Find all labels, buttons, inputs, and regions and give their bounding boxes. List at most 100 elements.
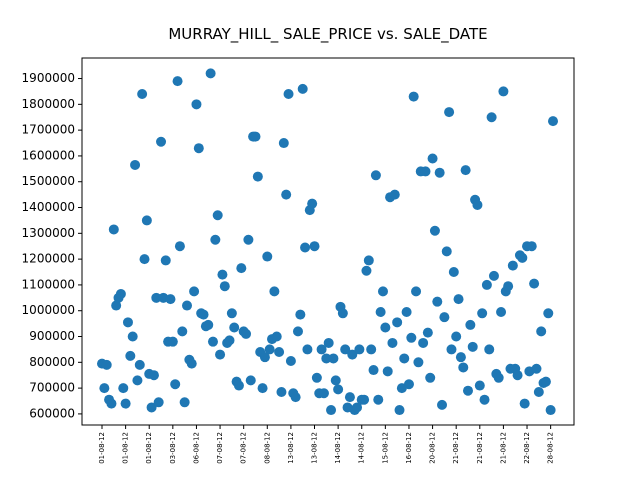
- point: [274, 346, 285, 357]
- point: [526, 241, 537, 252]
- point: [115, 288, 126, 299]
- point: [134, 359, 145, 370]
- point: [333, 384, 344, 395]
- point: [484, 344, 495, 355]
- point: [444, 107, 455, 118]
- point: [455, 352, 466, 363]
- plot-frame: [81, 57, 575, 426]
- point: [318, 388, 329, 399]
- point: [259, 352, 270, 363]
- point: [297, 83, 308, 94]
- point: [408, 91, 419, 102]
- point: [172, 76, 183, 87]
- point: [189, 286, 200, 297]
- point: [300, 242, 311, 253]
- x-tick-label: 22-08-12: [523, 432, 531, 464]
- point: [394, 405, 405, 416]
- point: [543, 308, 554, 319]
- point: [283, 89, 294, 100]
- point: [373, 394, 384, 405]
- point: [130, 159, 141, 170]
- x-tick-label: 01-08-12: [145, 432, 153, 464]
- point: [481, 279, 492, 290]
- point: [453, 294, 464, 305]
- point: [122, 317, 133, 328]
- x-tick-label: 03-08-12: [169, 432, 177, 464]
- point: [226, 308, 237, 319]
- point: [330, 375, 341, 386]
- point: [370, 170, 381, 181]
- point: [316, 344, 327, 355]
- point: [328, 353, 339, 364]
- point: [399, 353, 410, 364]
- point: [366, 344, 377, 355]
- point: [182, 300, 193, 311]
- point: [472, 199, 483, 210]
- point: [382, 366, 393, 377]
- point: [245, 375, 256, 386]
- point: [191, 99, 202, 110]
- point: [250, 131, 261, 142]
- point: [429, 225, 440, 236]
- point: [139, 254, 150, 265]
- point: [439, 312, 450, 323]
- y-tick-label: 1600000: [22, 148, 75, 162]
- point: [323, 337, 334, 348]
- point: [361, 265, 372, 276]
- x-tick-label: 01-08-12: [98, 432, 106, 464]
- y-tick-label: 800000: [29, 355, 75, 369]
- point: [389, 189, 400, 200]
- point: [153, 397, 164, 408]
- point: [217, 269, 228, 280]
- point: [101, 359, 112, 370]
- point: [309, 241, 320, 252]
- point: [269, 286, 280, 297]
- point: [474, 380, 485, 391]
- point: [340, 344, 351, 355]
- point: [375, 307, 386, 318]
- point: [488, 270, 499, 281]
- x-tick-label: 14-08-12: [334, 432, 342, 464]
- point: [533, 386, 544, 397]
- point: [387, 337, 398, 348]
- point: [434, 167, 445, 178]
- point: [363, 255, 374, 266]
- point: [347, 349, 358, 360]
- point: [337, 308, 348, 319]
- point: [295, 309, 306, 320]
- chart-title: MURRAY_HILL_ SALE_PRICE vs. SALE_DATE: [168, 25, 487, 44]
- point: [167, 336, 178, 347]
- point: [165, 294, 176, 305]
- point: [156, 136, 167, 147]
- point: [160, 255, 171, 266]
- point: [326, 405, 337, 416]
- x-tick-label: 06-08-12: [192, 432, 200, 464]
- point: [446, 344, 457, 355]
- point: [229, 322, 240, 333]
- y-tick-label: 1700000: [22, 123, 75, 137]
- point: [441, 246, 452, 257]
- x-tick-label: 21-08-12: [452, 432, 460, 464]
- x-tick-label: 15-08-12: [381, 432, 389, 464]
- point: [545, 405, 556, 416]
- point: [137, 89, 148, 100]
- x-tick-label: 21-08-12: [476, 432, 484, 464]
- point: [210, 234, 221, 245]
- point: [215, 349, 226, 360]
- y-tick-label: 900000: [29, 329, 75, 343]
- point: [278, 138, 289, 149]
- point: [529, 278, 540, 289]
- y-tick-label: 700000: [29, 381, 75, 395]
- point: [236, 263, 247, 274]
- point: [536, 326, 547, 337]
- point: [127, 331, 138, 342]
- point: [243, 234, 254, 245]
- x-tick-label: 28-08-12: [547, 432, 555, 464]
- point: [106, 398, 117, 409]
- x-tick-label: 16-08-12: [405, 432, 413, 464]
- y-tick-label: 1400000: [22, 200, 75, 214]
- y-tick-label: 1100000: [22, 277, 75, 291]
- point: [179, 397, 190, 408]
- point: [427, 153, 438, 164]
